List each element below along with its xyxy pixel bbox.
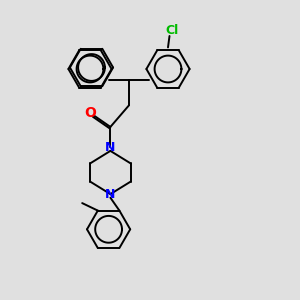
Text: Cl: Cl [166,23,179,37]
Text: N: N [105,188,116,201]
Text: O: O [84,106,96,120]
Text: N: N [105,141,116,154]
